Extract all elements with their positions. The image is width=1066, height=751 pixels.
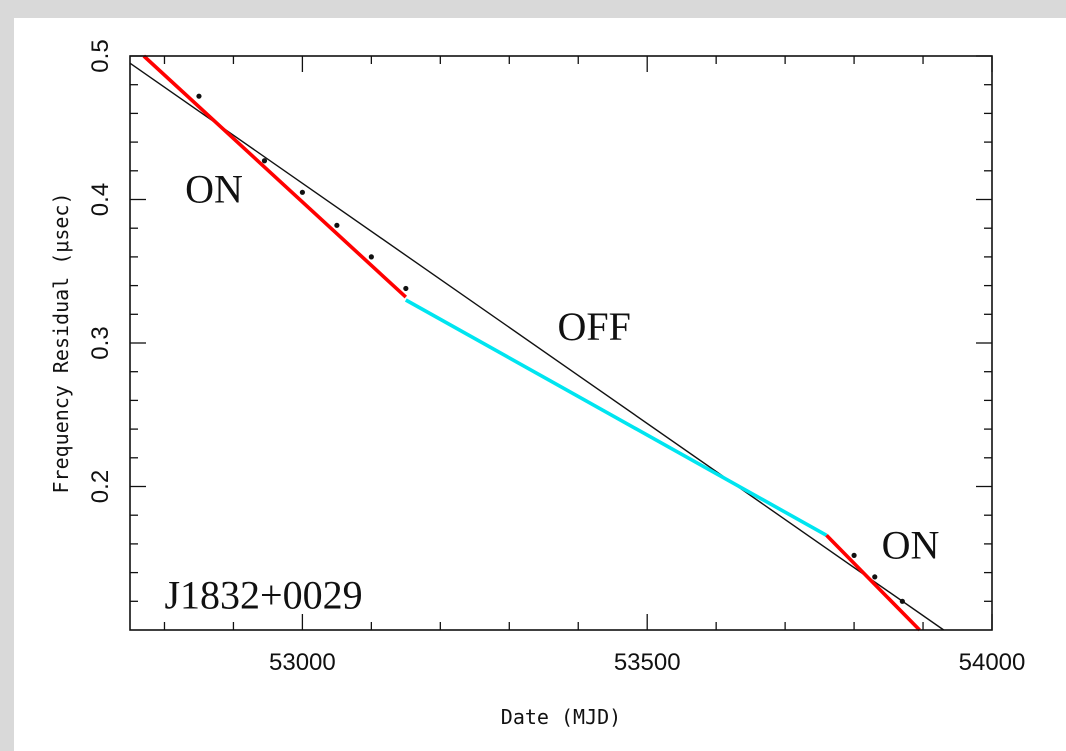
chart-annotation: J1832+0029 bbox=[164, 572, 362, 617]
plot-area-border bbox=[129, 55, 993, 631]
data-point bbox=[334, 222, 340, 228]
x-tick-label: 53000 bbox=[269, 649, 336, 676]
y-axis-title: Frequency Residual (μsec) bbox=[49, 192, 73, 493]
data-point bbox=[403, 285, 409, 292]
x-tick-label: 53500 bbox=[614, 649, 681, 676]
chart-annotation: OFF bbox=[558, 304, 631, 349]
chart-annotation: ON bbox=[882, 522, 940, 567]
data-point bbox=[872, 574, 878, 580]
y-tick-label: 0.2 bbox=[87, 470, 114, 503]
y-tick-label: 0.5 bbox=[87, 39, 114, 72]
x-tick-label: 54000 bbox=[959, 649, 1026, 676]
data-point bbox=[851, 552, 857, 558]
data-point bbox=[368, 254, 374, 260]
data-point bbox=[299, 189, 305, 195]
tick-labels: 53000 53500 54000 0.2 0.3 0.4 0.5 bbox=[87, 39, 1025, 676]
chart-annotation: ON bbox=[185, 166, 243, 211]
segment-fit-line bbox=[404, 298, 828, 537]
chart-series bbox=[129, 54, 945, 632]
y-tick-label: 0.3 bbox=[87, 326, 114, 359]
segment-fit-line bbox=[825, 534, 921, 632]
linear-fit-line bbox=[129, 62, 945, 631]
data-point bbox=[261, 158, 268, 164]
segment-fit-line bbox=[142, 54, 408, 299]
plot-frame: 53000 53500 54000 0.2 0.3 0.4 0.5 ON OFF ON J1832… bbox=[14, 18, 1066, 751]
frequency-residual-chart: 53000 53500 54000 0.2 0.3 0.4 0.5 ON OFF ON J1832… bbox=[49, 39, 1025, 729]
x-axis-title: Date (MJD) bbox=[501, 705, 621, 729]
y-tick-label: 0.4 bbox=[87, 183, 114, 216]
data-point bbox=[899, 598, 905, 604]
data-point bbox=[196, 93, 202, 99]
chart-annotations: ON OFF ON J1832+0029 bbox=[164, 166, 939, 617]
